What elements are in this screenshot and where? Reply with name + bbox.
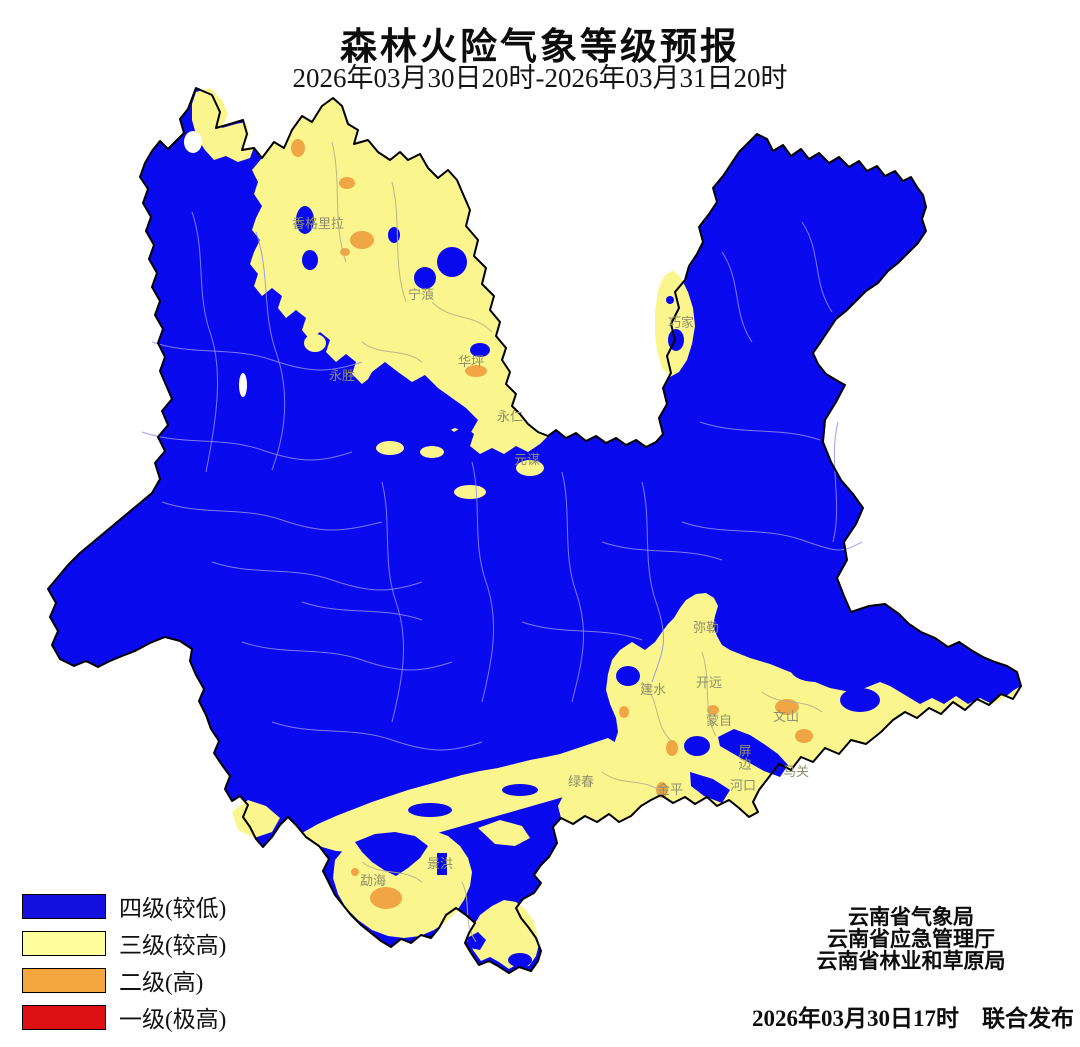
level2-spots <box>291 139 813 909</box>
level2-spot <box>340 248 350 256</box>
white-hole <box>184 131 202 153</box>
map-label-jinping: 金平 <box>657 782 683 797</box>
map-label-jinghong: 景洪 <box>427 856 453 871</box>
level3-island <box>420 446 444 458</box>
legend-swatch-level4 <box>22 893 106 919</box>
level2-spot <box>351 868 359 876</box>
level3-region-qiaojia <box>655 270 695 377</box>
issue-time: 2026年03月30日17时 联合发布 <box>752 1006 1074 1031</box>
level3-island <box>516 460 544 476</box>
province-level4-region <box>48 88 1021 973</box>
legend-label-level2: 二级(高) <box>119 970 204 995</box>
publisher-line-1: 云南省气象局 <box>848 906 974 929</box>
level3-island <box>304 334 326 352</box>
map-label-kaiyuan: 开远 <box>696 675 722 690</box>
level2-spot <box>339 177 355 189</box>
publisher-block: 云南省气象局 云南省应急管理厅 云南省林业和草原局 <box>761 907 1061 973</box>
level2-spot <box>370 887 402 909</box>
level2-spot <box>350 231 374 249</box>
legend-row-level2: 二级(高) <box>22 967 226 995</box>
level2-spot <box>795 729 813 743</box>
legend-row-level1: 一级(极高) <box>22 1004 226 1032</box>
map-label-menghai: 勐海 <box>360 873 386 888</box>
map-label-huaping: 华坪 <box>458 354 484 369</box>
map-label-qiaojia: 巧家 <box>668 315 694 330</box>
level3-region-northwest <box>250 98 548 454</box>
level2-spot <box>666 740 678 756</box>
map-label-yongren: 永仁 <box>497 409 523 424</box>
publisher-line-3: 云南省林业和草原局 <box>816 950 1006 973</box>
map-label-luchun: 绿春 <box>568 774 594 789</box>
inner-boundaries-yellow <box>331 141 823 943</box>
level2-spot <box>707 705 719 715</box>
level2-spot <box>619 706 629 718</box>
map-label-pingbian: 屏边 <box>737 744 752 771</box>
level2-spot <box>291 139 305 157</box>
level3-region-south-band <box>302 738 624 852</box>
legend-row-level4: 四级(较低) <box>22 893 226 921</box>
level4-intrusions <box>296 206 880 967</box>
map-label-yongsheng: 永胜 <box>329 368 355 383</box>
legend-label-level1: 一级(极高) <box>119 1007 227 1032</box>
legend-label-level3: 三级(较高) <box>119 933 227 958</box>
map-label-hekou: 河口 <box>730 778 756 793</box>
legend-swatch-level1 <box>22 1004 106 1030</box>
map-label-jianshui: 建水 <box>640 682 666 697</box>
page-title: 森林火险气象等级预报 <box>340 26 740 67</box>
level3-region-patch <box>478 820 530 846</box>
map-label-wenshan: 文山 <box>773 709 799 724</box>
level3-island <box>454 485 486 499</box>
legend-swatch-level3 <box>22 930 106 956</box>
map-label-ninglang: 宁蒗 <box>408 287 434 302</box>
map-label-mile: 弥勒 <box>693 620 719 635</box>
map-labels: 香格里拉 宁蒗 永胜 华坪 永仁 元谋 巧家 弥勒 开远 建水 蒙自 文山 屏边… <box>292 216 809 888</box>
publisher-line-2: 云南省应急管理厅 <box>827 928 995 951</box>
level3-region-patch <box>232 800 280 838</box>
level2-spot <box>775 699 799 715</box>
forecast-period: 2026年03月30日20时-2026年03月31日20时 <box>292 63 788 93</box>
map-label-shangri-la: 香格里拉 <box>292 216 344 231</box>
legend-label-level4: 四级(较低) <box>119 896 227 921</box>
province-outer-boundary <box>47 87 1022 974</box>
map-label-mengzi: 蒙自 <box>706 713 732 728</box>
legend: 四级(较低) 三级(较高) 二级(高) 一级(极高) <box>22 893 226 1041</box>
map-label-yuanmou: 元谋 <box>514 452 540 467</box>
legend-row-level3: 三级(较高) <box>22 930 226 958</box>
map-label-maguan: 马关 <box>783 764 809 779</box>
level3-island <box>376 441 404 455</box>
white-hole <box>239 373 247 397</box>
level2-spot <box>465 365 487 377</box>
level2-spot <box>656 782 668 798</box>
inner-boundaries-blue <box>141 211 863 751</box>
legend-swatch-level2 <box>22 967 106 993</box>
